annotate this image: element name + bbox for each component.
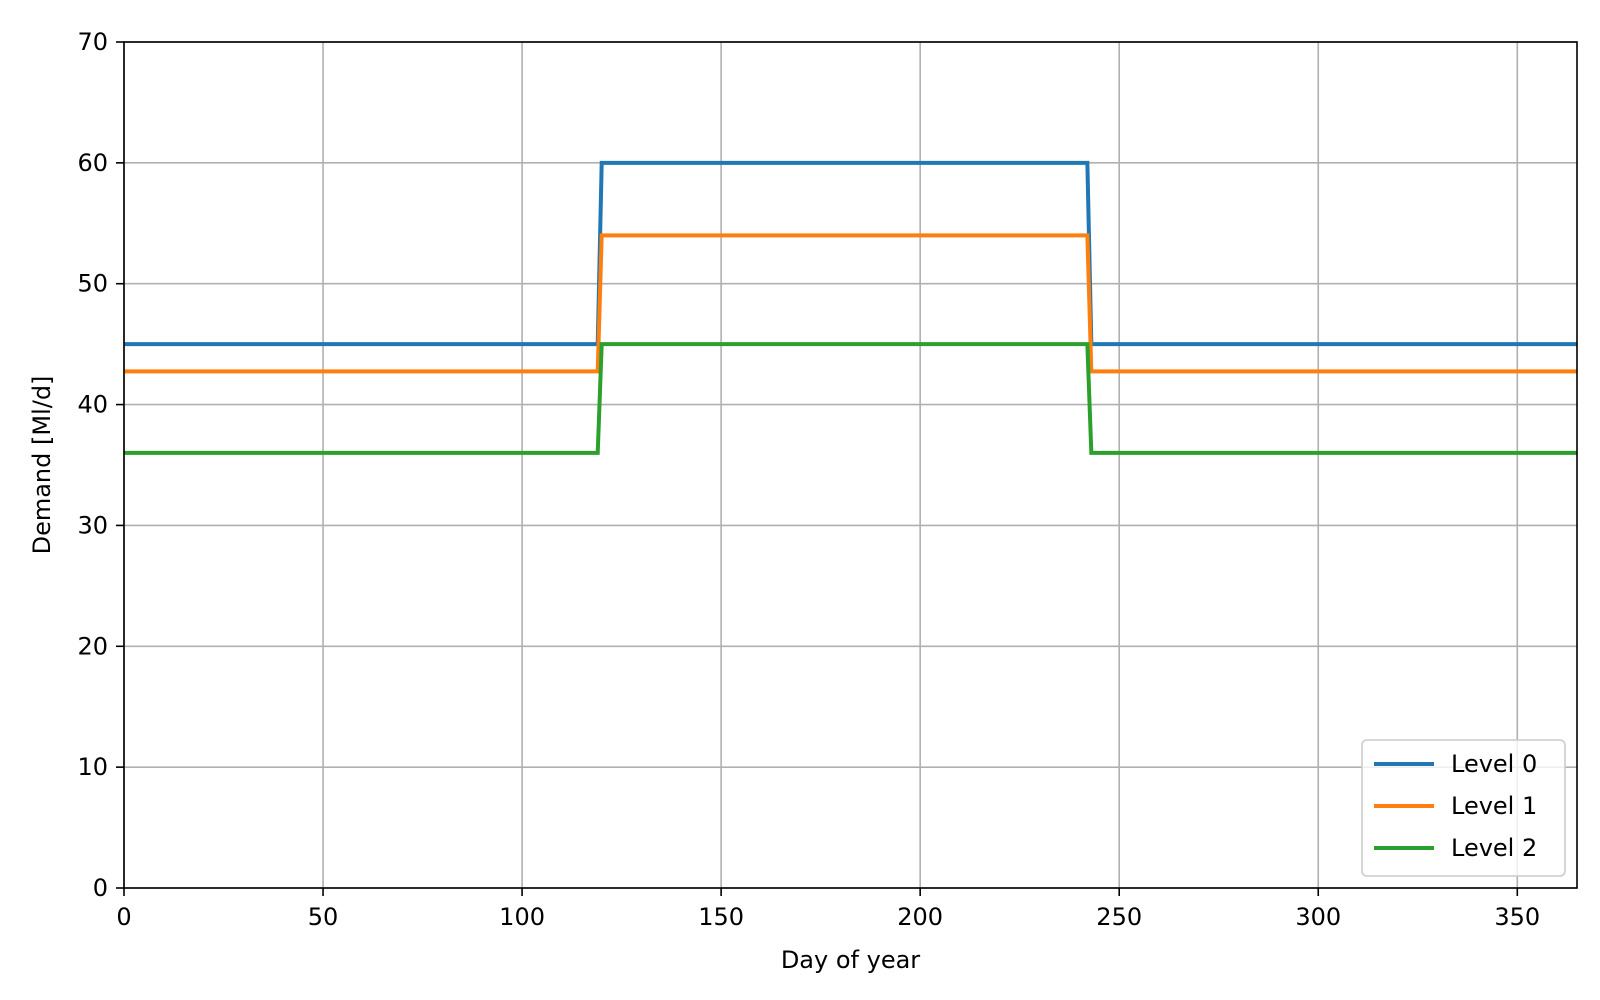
legend: Level 0 Level 1 Level 2 — [1361, 739, 1566, 877]
x-tick-label: 150 — [698, 903, 744, 931]
x-tick-label: 300 — [1295, 903, 1341, 931]
y-axis-label: Demand [Ml/d] — [28, 376, 56, 555]
x-tick-label: 0 — [116, 903, 131, 931]
y-tick-label: 60 — [77, 149, 108, 177]
tick-layer: 0 50 100 150 200 250 300 350 0 10 20 30 40 50 60 70 — [77, 28, 1540, 931]
grid-layer — [123, 41, 1577, 889]
x-axis-label: Day of year — [781, 946, 920, 974]
x-tick-label: 350 — [1494, 903, 1540, 931]
y-tick-label: 20 — [77, 632, 108, 660]
series-line-level-0 — [124, 160, 1577, 347]
y-tick-label: 10 — [77, 753, 108, 781]
y-tick-label: 0 — [93, 874, 108, 902]
x-tick-label: 250 — [1096, 903, 1142, 931]
series-layer — [124, 160, 1577, 455]
legend-label: Level 2 — [1451, 834, 1537, 862]
series-line-level-1 — [124, 233, 1577, 374]
legend-label: Level 0 — [1451, 750, 1537, 778]
series-line-level-2 — [124, 342, 1577, 455]
x-tick-label: 100 — [499, 903, 545, 931]
y-tick-label: 40 — [77, 391, 108, 419]
legend-box — [1361, 739, 1566, 877]
legend-label: Level 1 — [1451, 792, 1537, 820]
x-tick-label: 200 — [897, 903, 943, 931]
y-tick-label: 70 — [77, 28, 108, 56]
y-tick-label: 30 — [77, 511, 108, 539]
x-tick-label: 50 — [308, 903, 339, 931]
y-tick-label: 50 — [77, 270, 108, 298]
plot-frame — [123, 41, 1578, 889]
